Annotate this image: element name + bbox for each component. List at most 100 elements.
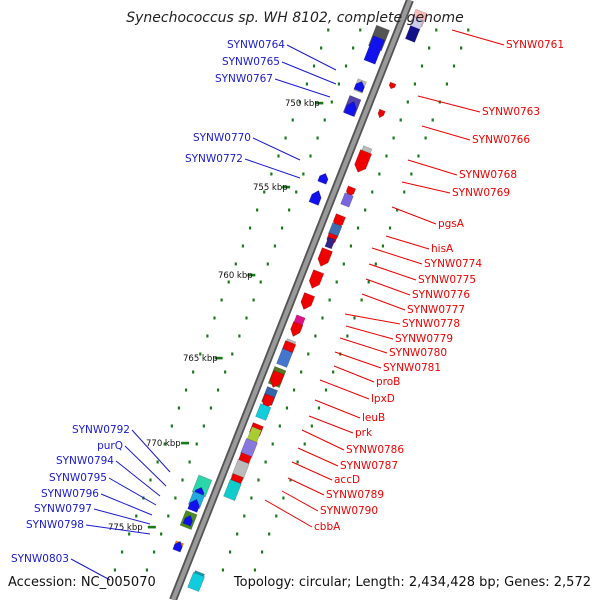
reverse-gene-label[interactable]: SYNW0761 xyxy=(506,39,564,51)
reverse-gene-block[interactable] xyxy=(223,479,242,501)
reverse-gene-feature[interactable] xyxy=(307,269,325,291)
reverse-gene-label[interactable]: leuB xyxy=(362,412,385,424)
track-dot xyxy=(424,136,427,140)
forward-gene-label[interactable]: purQ xyxy=(97,440,123,452)
reverse-gene-label[interactable]: pgsA xyxy=(438,218,465,230)
forward-gene-label[interactable]: SYNW0794 xyxy=(56,455,114,467)
track-dot xyxy=(270,172,273,176)
genome-summary: Topology: circular; Length: 2,434,428 bp… xyxy=(233,575,591,590)
reverse-gene-label[interactable]: SYNW0781 xyxy=(383,362,441,374)
track-dot xyxy=(285,406,289,410)
reverse-gene-label[interactable]: SYNW0776 xyxy=(412,289,470,301)
track-dot xyxy=(381,244,385,248)
reverse-gene-feature[interactable] xyxy=(288,321,304,339)
forward-gene-block[interactable] xyxy=(363,35,385,65)
kbp-tick-mark xyxy=(181,441,190,445)
track-dot xyxy=(238,334,241,338)
reverse-gene-label[interactable]: SYNW0768 xyxy=(459,169,517,181)
reverse-gene-label[interactable]: SYNW0787 xyxy=(340,460,398,472)
forward-gene-feature[interactable] xyxy=(317,172,330,185)
kbp-tick-label: 755 kbp xyxy=(253,183,288,193)
forward-gene-label[interactable]: SYNW0770 xyxy=(193,132,251,144)
track-dot xyxy=(346,334,349,338)
track-dot xyxy=(410,172,413,176)
track-dot xyxy=(367,280,370,284)
track-dot xyxy=(195,442,198,446)
forward-gene-label[interactable]: SYNW0795 xyxy=(49,472,107,484)
track-dot xyxy=(184,388,188,392)
reverse-gene-label[interactable]: SYNW0790 xyxy=(320,505,378,517)
track-dot xyxy=(268,532,271,536)
reverse-gene-feature[interactable] xyxy=(352,149,373,175)
reverse-gene-block[interactable] xyxy=(255,403,272,421)
track-dot xyxy=(349,244,353,248)
reverse-gene-label[interactable]: SYNW0789 xyxy=(326,489,384,501)
track-dot xyxy=(417,154,420,158)
reverse-gene-feature[interactable] xyxy=(268,370,285,390)
track-dot xyxy=(284,136,287,140)
track-dot xyxy=(385,154,388,158)
track-dot xyxy=(292,388,296,392)
kbp-tick-mark xyxy=(282,185,291,189)
reverse-gene-label[interactable]: SYNW0778 xyxy=(402,318,460,330)
forward-gene-feature[interactable] xyxy=(187,498,202,513)
reverse-label-leader xyxy=(301,429,345,451)
track-dot xyxy=(300,370,303,374)
track-dot xyxy=(314,334,317,338)
reverse-gene-feature[interactable] xyxy=(377,108,386,119)
reverse-gene-label[interactable]: prk xyxy=(355,427,373,439)
forward-gene-label[interactable]: SYNW0796 xyxy=(41,488,99,500)
reverse-label-leader xyxy=(417,95,481,113)
reverse-gene-label[interactable]: SYNW0763 xyxy=(482,106,540,118)
reverse-gene-feature[interactable] xyxy=(299,292,316,312)
forward-gene-label[interactable]: SYNW0767 xyxy=(215,73,273,85)
reverse-gene-label[interactable]: SYNW0779 xyxy=(395,333,453,345)
reverse-gene-block[interactable] xyxy=(187,571,206,593)
reverse-gene-label[interactable]: SYNW0766 xyxy=(472,134,530,146)
forward-label-leader xyxy=(85,524,151,535)
track-dot xyxy=(216,388,220,392)
reverse-gene-feature[interactable] xyxy=(388,81,397,90)
reverse-gene-feature[interactable] xyxy=(316,247,333,269)
track-dot xyxy=(303,442,306,446)
track-dot xyxy=(431,118,434,122)
forward-gene-label[interactable]: SYNW0764 xyxy=(227,39,285,51)
forward-gene-label[interactable]: SYNW0798 xyxy=(26,519,84,531)
reverse-label-leader xyxy=(401,181,451,194)
forward-gene-feature[interactable] xyxy=(353,80,366,93)
reverse-gene-block[interactable] xyxy=(324,236,336,250)
forward-gene-label[interactable]: SYNW0772 xyxy=(185,153,243,165)
reverse-gene-label[interactable]: SYNW0786 xyxy=(346,444,404,456)
forward-gene-feature[interactable] xyxy=(308,189,323,206)
reverse-gene-label[interactable]: lpxD xyxy=(371,393,395,405)
track-dot xyxy=(228,550,232,554)
reverse-gene-label[interactable]: SYNW0780 xyxy=(389,347,447,359)
track-dot xyxy=(298,100,301,104)
forward-gene-feature[interactable] xyxy=(182,514,194,527)
forward-gene-feature[interactable] xyxy=(343,100,358,117)
reverse-gene-label[interactable]: SYNW0769 xyxy=(452,187,510,199)
forward-gene-label[interactable]: SYNW0803 xyxy=(11,553,69,565)
reverse-gene-block[interactable] xyxy=(404,25,421,43)
track-dot xyxy=(156,460,159,464)
forward-gene-feature[interactable] xyxy=(172,540,184,553)
track-dot xyxy=(209,406,213,410)
reverse-gene-label[interactable]: cbbA xyxy=(314,521,341,533)
kbp-tick-mark xyxy=(214,356,223,360)
reverse-gene-block[interactable] xyxy=(276,348,294,368)
backbone-line xyxy=(171,0,412,600)
track-dot xyxy=(206,334,209,338)
reverse-gene-label[interactable]: accD xyxy=(334,474,360,486)
reverse-gene-label[interactable]: SYNW0777 xyxy=(407,304,465,316)
track-dot xyxy=(337,82,341,86)
reverse-gene-block[interactable] xyxy=(340,192,354,208)
reverse-gene-label[interactable]: SYNW0774 xyxy=(424,258,482,270)
reverse-gene-label[interactable]: hisA xyxy=(431,243,454,255)
forward-gene-label[interactable]: SYNW0765 xyxy=(222,56,280,68)
reverse-gene-label[interactable]: SYNW0775 xyxy=(418,274,476,286)
forward-gene-label[interactable]: SYNW0792 xyxy=(72,424,130,436)
reverse-gene-label[interactable]: proB xyxy=(376,376,400,388)
forward-gene-label[interactable]: SYNW0797 xyxy=(34,503,92,515)
track-dot xyxy=(256,208,259,212)
